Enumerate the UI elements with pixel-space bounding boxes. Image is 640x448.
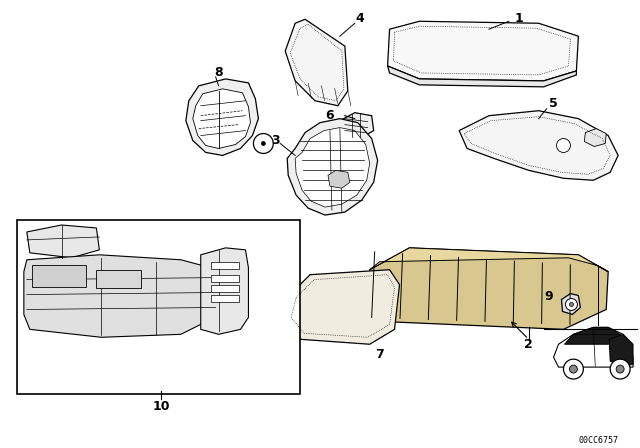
Bar bbox=[211, 284, 239, 292]
Circle shape bbox=[563, 359, 583, 379]
Polygon shape bbox=[27, 225, 99, 258]
Polygon shape bbox=[388, 66, 577, 87]
Polygon shape bbox=[295, 128, 370, 207]
Circle shape bbox=[570, 302, 573, 306]
Text: 3: 3 bbox=[271, 134, 280, 147]
Text: 2: 2 bbox=[524, 338, 533, 351]
Polygon shape bbox=[24, 255, 216, 337]
Bar bbox=[211, 294, 239, 302]
Text: 9: 9 bbox=[544, 290, 553, 303]
Polygon shape bbox=[564, 327, 625, 344]
Polygon shape bbox=[186, 79, 259, 155]
Polygon shape bbox=[201, 248, 248, 334]
Text: 5: 5 bbox=[549, 97, 558, 110]
Bar bbox=[17, 220, 300, 394]
Circle shape bbox=[610, 359, 630, 379]
Bar bbox=[32, 265, 86, 287]
Text: 00CC6757: 00CC6757 bbox=[579, 436, 618, 445]
Text: 4: 4 bbox=[355, 12, 364, 25]
Bar bbox=[50, 235, 61, 243]
Circle shape bbox=[253, 134, 273, 154]
Polygon shape bbox=[609, 334, 633, 367]
Circle shape bbox=[557, 138, 570, 152]
Circle shape bbox=[261, 142, 266, 146]
Polygon shape bbox=[193, 89, 250, 148]
Circle shape bbox=[570, 365, 577, 373]
Polygon shape bbox=[287, 119, 378, 215]
Polygon shape bbox=[285, 270, 399, 344]
Polygon shape bbox=[340, 113, 374, 138]
Polygon shape bbox=[285, 19, 348, 106]
Polygon shape bbox=[328, 170, 350, 188]
Text: 1: 1 bbox=[515, 12, 523, 25]
Text: 10: 10 bbox=[152, 401, 170, 414]
Text: 6: 6 bbox=[326, 109, 334, 122]
Polygon shape bbox=[370, 248, 608, 329]
Circle shape bbox=[566, 298, 577, 310]
Polygon shape bbox=[561, 293, 580, 314]
Circle shape bbox=[616, 365, 624, 373]
Bar bbox=[211, 275, 239, 282]
Bar bbox=[97, 270, 141, 288]
Polygon shape bbox=[459, 111, 618, 180]
Polygon shape bbox=[554, 327, 633, 367]
Polygon shape bbox=[388, 21, 579, 81]
Bar bbox=[32, 235, 44, 243]
Text: 8: 8 bbox=[214, 66, 223, 79]
Polygon shape bbox=[584, 129, 606, 146]
Polygon shape bbox=[370, 248, 608, 271]
Text: 7: 7 bbox=[375, 348, 384, 361]
Bar bbox=[211, 262, 239, 269]
